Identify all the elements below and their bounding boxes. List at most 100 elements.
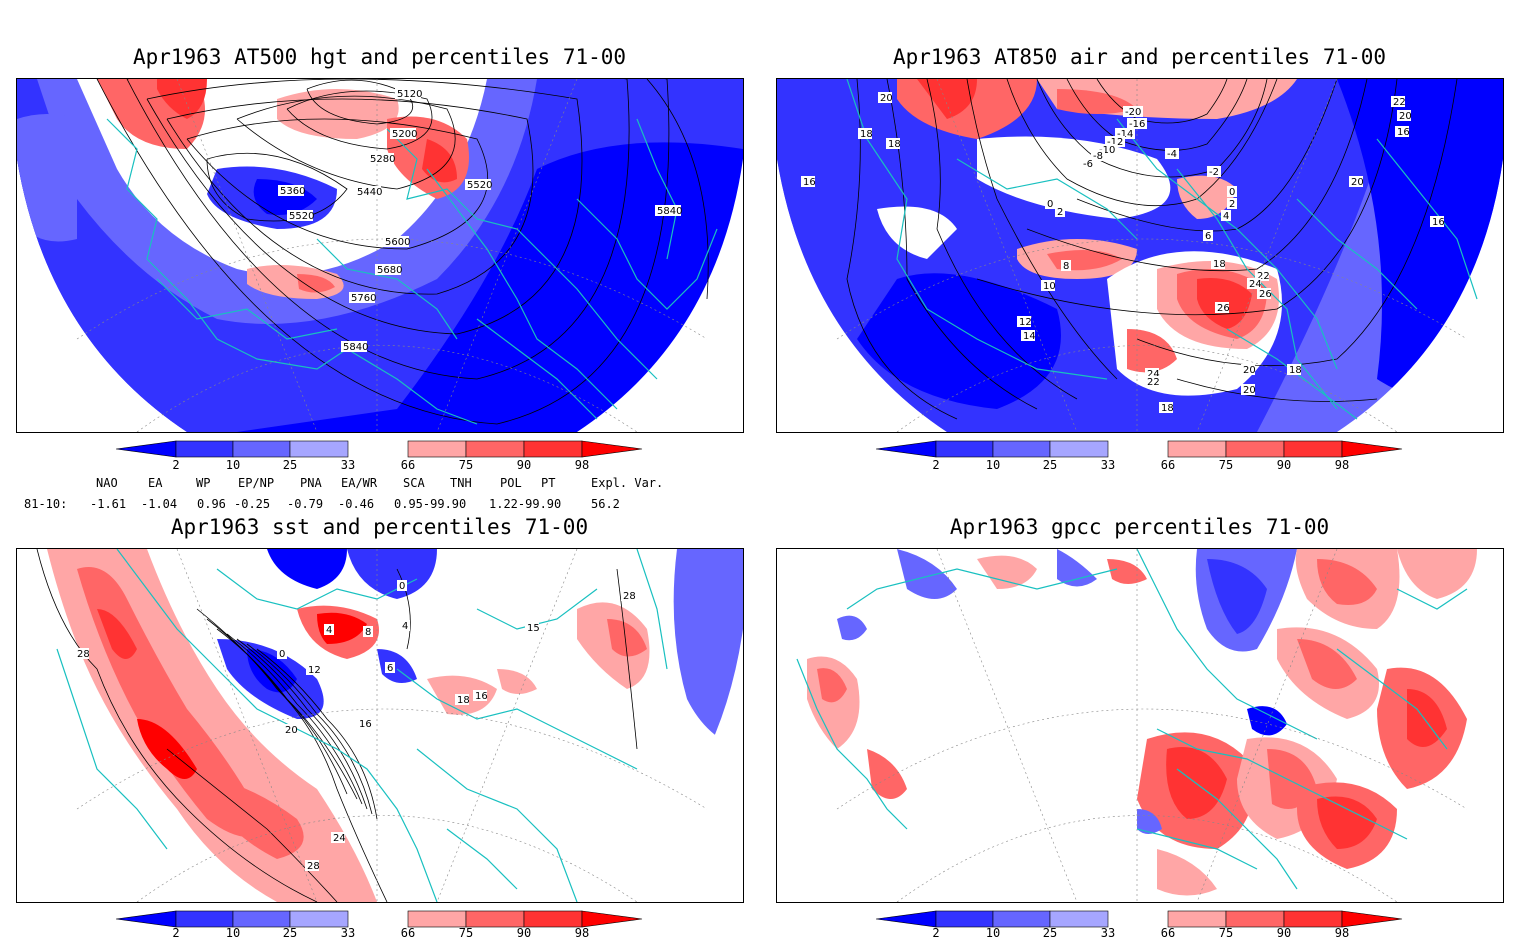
contour-label: 28 [75,648,90,660]
svg-text:-10: -10 [1099,145,1115,156]
contour-label: 5280 [368,153,395,165]
contour-label: -2 [1207,166,1221,178]
contour-label: 6 [1203,230,1213,242]
svg-text:-4: -4 [1167,149,1177,160]
contour-label: 20 [283,724,298,736]
svg-text:5200: 5200 [392,129,417,140]
contour-label: 5520 [465,179,492,191]
colorbar-label: 33 [340,926,356,940]
colorbar-label: 66 [1160,458,1176,472]
svg-text:22: 22 [1393,97,1406,108]
colorbar-label: 33 [1100,458,1116,472]
tele-header: WP [196,476,211,490]
svg-text:28: 28 [307,861,320,872]
colorbar-label: 10 [225,926,241,940]
contour-label: 24 [1247,278,1262,290]
tele-header: PT [541,476,556,490]
svg-text:5520: 5520 [289,211,314,222]
tele-header: EP/NP [238,476,275,490]
contour-label: 18 [455,694,470,706]
contour-label: 8 [363,626,373,638]
map-sst: 28 0 4 8 4 6 0 12 16 16 18 15 20 24 28 2… [16,548,744,903]
svg-text:24: 24 [333,833,346,844]
panel-title-gpcc: Apr1963 gpcc percentiles 71-00 [949,515,1330,539]
tele-header: POL [500,476,522,490]
svg-text:0: 0 [279,649,285,660]
contour-label: 2 [1227,198,1237,210]
svg-text:-6: -6 [1083,159,1093,170]
tele-value: -0.46 [338,497,375,511]
tele-value: -0.79 [287,497,324,511]
tele-value: 0.96 [197,497,226,511]
svg-text:5840: 5840 [343,342,368,353]
svg-text:-14: -14 [1117,129,1133,140]
tele-row-label: 81-10: [24,497,68,511]
colorbar-label: 33 [340,458,356,472]
svg-text:-20: -20 [1125,107,1141,118]
colorbar-label: 90 [516,458,532,472]
colorbar-label: 66 [1160,926,1176,940]
panel-title-air850: Apr1963 AT850 air and percentiles 71-00 [892,45,1387,69]
svg-text:8: 8 [365,627,371,638]
contour-label: 20 [878,92,893,104]
tele-header: PNA [300,476,322,490]
svg-text:5440: 5440 [357,187,382,198]
svg-text:4: 4 [402,621,408,632]
colorbar-air850: 2 10 25 33 66 75 90 98 [875,440,1406,475]
colorbar-label: 75 [458,458,474,472]
map-gpcc [776,548,1504,903]
map-air850: 20 18 18 16 -20 -16 -14 -12 -10 -8 -6 -4… [776,78,1504,433]
colorbar-label: 98 [1334,458,1350,472]
colorbar-label: 10 [985,926,1001,940]
svg-text:0: 0 [399,581,405,592]
svg-text:20: 20 [880,93,893,104]
contour-label: 16 [1430,216,1445,228]
svg-text:20: 20 [1351,177,1364,188]
colorbar-label: 2 [172,458,180,472]
contour-label: 2 [1055,206,1065,218]
svg-text:26: 26 [1259,289,1272,300]
svg-text:18: 18 [1161,403,1174,414]
contour-label: 24 [1145,368,1160,380]
svg-text:4: 4 [326,625,332,636]
colorbar-label: 98 [574,926,590,940]
contour-label: 5840 [655,205,682,217]
svg-text:20: 20 [285,725,298,736]
contour-label: 18 [1159,402,1174,414]
svg-text:12: 12 [308,665,321,676]
tele-header: EA/WR [341,476,378,490]
svg-text:16: 16 [803,177,816,188]
contour-label: 14 [1021,330,1036,342]
colorbar-label: 66 [400,458,416,472]
contour-label: 12 [1017,316,1032,328]
contour-label: 0 [397,580,407,592]
contour-label: 26 [1257,288,1272,300]
contour-label: 22 [1145,376,1160,388]
svg-text:5840: 5840 [657,206,682,217]
svg-text:16: 16 [359,719,372,730]
contour-label: 18 [1287,364,1302,376]
contour-label: 26 [1215,302,1230,314]
svg-text:18: 18 [860,129,873,140]
tele-value: 0.95-99.90 [394,497,467,511]
svg-text:16: 16 [475,691,488,702]
svg-text:24: 24 [1249,279,1262,290]
tele-header: EA [148,476,163,490]
contour-label: -16 [1127,118,1147,130]
contour-label: 16 [801,176,816,188]
svg-text:5520: 5520 [467,180,492,191]
colorbar-label: 90 [1276,926,1292,940]
panel-title-hgt500: Apr1963 AT500 hgt and percentiles 71-00 [132,45,627,69]
contour-label: 4 [324,624,334,636]
colorbar-label: 25 [282,458,298,472]
contour-label: 4 [1221,210,1231,222]
svg-text:28: 28 [77,649,90,660]
sst-contour-labels: 28 0 4 8 4 6 0 12 16 16 18 15 20 24 28 2… [75,580,636,872]
air850-contour-labels: 20 18 18 16 -20 -16 -14 -12 -10 -8 -6 -4… [801,92,1445,414]
svg-text:16: 16 [1397,127,1410,138]
svg-text:28: 28 [623,591,636,602]
contour-label: 5200 [390,128,417,140]
svg-text:14: 14 [1023,331,1036,342]
colorbar-gpcc: 2 10 25 33 66 75 90 98 [875,910,1406,940]
tele-header: SCA [403,476,425,490]
